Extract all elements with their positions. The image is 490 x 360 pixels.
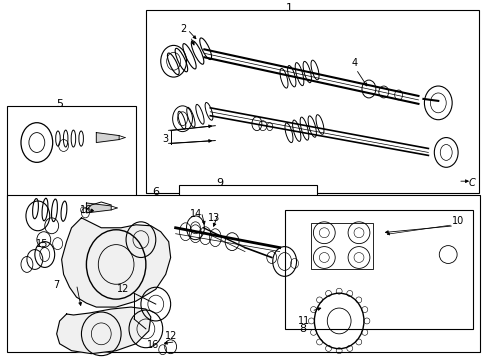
- Text: 12: 12: [117, 284, 129, 294]
- Text: 6: 6: [152, 187, 159, 197]
- Bar: [146, 10, 479, 193]
- Bar: [7, 195, 480, 352]
- Text: 10: 10: [452, 216, 464, 226]
- Text: 16: 16: [147, 340, 159, 350]
- Polygon shape: [97, 132, 119, 143]
- Text: 3: 3: [163, 134, 169, 144]
- Text: C: C: [468, 178, 475, 188]
- Text: 11: 11: [298, 316, 311, 326]
- Polygon shape: [62, 218, 171, 307]
- Text: 12: 12: [165, 331, 177, 341]
- Text: 5: 5: [56, 99, 63, 109]
- Bar: [7, 106, 136, 260]
- Text: 9: 9: [217, 178, 224, 188]
- Bar: [178, 185, 318, 274]
- Bar: [285, 210, 473, 329]
- Text: 13: 13: [208, 213, 220, 223]
- Text: 1: 1: [286, 3, 293, 13]
- Polygon shape: [86, 203, 111, 213]
- Text: 4: 4: [352, 58, 358, 68]
- Bar: [312, 223, 373, 269]
- Text: 8: 8: [299, 324, 306, 334]
- Text: 2: 2: [180, 23, 187, 33]
- Text: 15: 15: [36, 239, 48, 249]
- Text: 16: 16: [80, 205, 93, 215]
- Text: 14: 14: [190, 209, 202, 219]
- Polygon shape: [57, 307, 151, 354]
- Text: 7: 7: [53, 280, 60, 290]
